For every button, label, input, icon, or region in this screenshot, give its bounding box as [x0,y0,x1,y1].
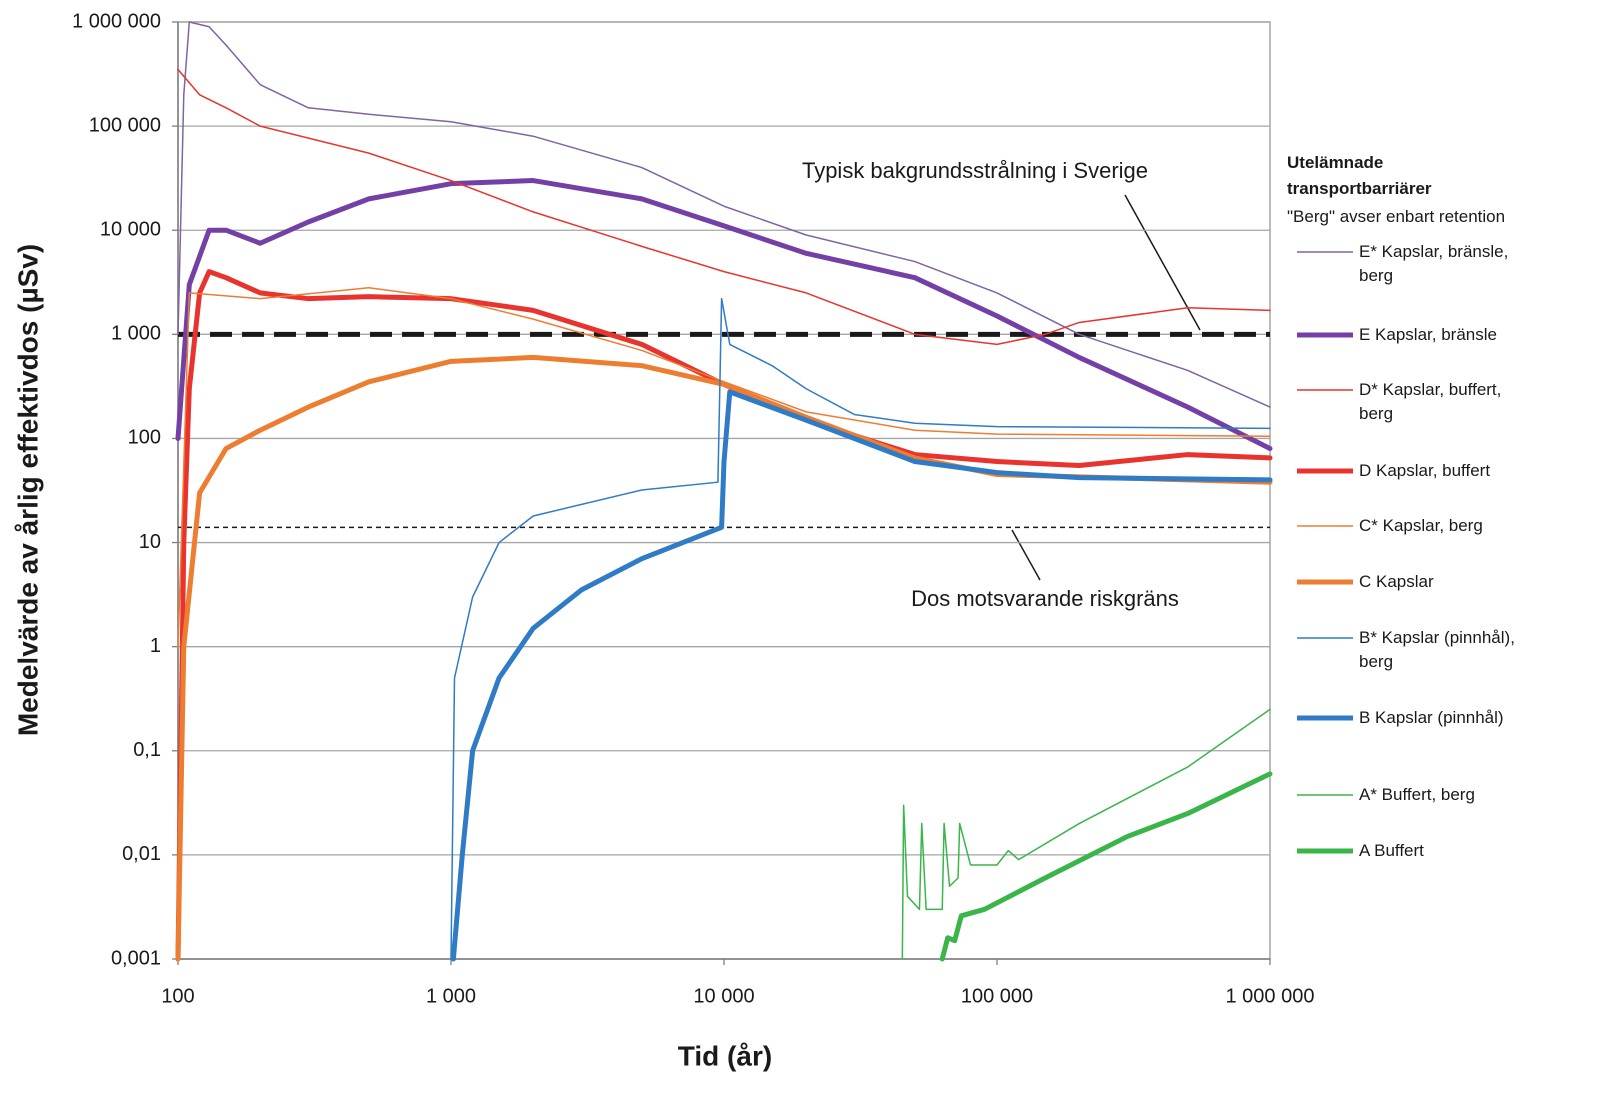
series-line [175,269,1273,962]
series-line [177,68,1271,346]
legend-swatch [1297,389,1353,391]
legend-swatch [1297,525,1353,527]
legend-item: B* Kapslar (pinnhål), berg [1287,626,1515,674]
legend-label: D* Kapslar, buffert, berg [1359,380,1502,423]
legend-item: D* Kapslar, buffert, berg [1287,378,1515,426]
legend-swatch [1297,637,1353,639]
legend-swatch [1297,794,1353,796]
x-tick-label: 100 [161,985,194,1007]
legend-swatch [1297,715,1353,721]
y-tick-label: 100 000 [89,114,161,136]
legend-subtitle: "Berg" avser enbart retention [1287,207,1506,226]
legend-label: B Kapslar (pinnhål) [1359,708,1504,727]
annotation: Dos motsvarande riskgräns [911,586,1179,611]
legend-item: E* Kapslar, bränsle, berg [1287,240,1515,288]
legend-label: B* Kapslar (pinnhål), berg [1359,628,1515,671]
leader-line [1124,194,1201,331]
legend-label: A Buffert [1359,841,1424,860]
legend-swatch [1297,579,1353,585]
legend-item: A* Buffert, berg [1287,783,1515,807]
legend-item: E Kapslar, bränsle [1287,323,1515,347]
legend-label: C Kapslar [1359,572,1434,591]
legend-item: C Kapslar [1287,570,1515,594]
legend-item: D Kapslar, buffert [1287,459,1515,483]
legend-item: A Buffert [1287,839,1515,863]
y-axis-label: Medelvärde av årlig effektivdos (µSv) [12,244,43,736]
y-tick-label: 1 000 000 [72,10,161,32]
legend-label: D Kapslar, buffert [1359,461,1491,480]
series-line [901,708,1271,960]
y-tick-label: 1 000 [111,323,161,345]
legend-label: C* Kapslar, berg [1359,516,1483,535]
x-axis-label: Tid (år) [678,1040,772,1071]
x-tick-label: 1 000 000 [1226,985,1315,1007]
legend-item: C* Kapslar, berg [1287,514,1515,538]
y-tick-label: 10 000 [100,219,161,241]
series-line [175,354,1273,962]
legend-swatch [1297,468,1353,474]
legend-swatch [1297,848,1353,854]
legend-label: E Kapslar, bränsle [1359,325,1497,344]
series-line [175,178,1273,452]
y-tick-label: 10 [139,531,161,553]
legend-title: Utelämnade transportbarriärer [1287,153,1432,198]
series-line [177,21,1271,408]
x-tick-label: 10 000 [693,985,754,1007]
y-tick-label: 0,1 [133,739,161,761]
x-tick-label: 100 000 [961,985,1033,1007]
y-tick-label: 100 [128,427,161,449]
legend-item: B Kapslar (pinnhål) [1287,706,1515,730]
legend: Utelämnade transportbarriärer "Berg" avs… [1287,150,1587,860]
y-tick-label: 1 [150,635,161,657]
legend-swatch [1297,251,1353,253]
annotation: Typisk bakgrundsstrålning i Sverige [802,158,1148,183]
y-tick-label: 0,01 [122,843,161,865]
series-line [939,771,1273,962]
legend-swatch [1297,332,1353,338]
y-tick-label: 0,001 [111,947,161,969]
x-tick-label: 1 000 [426,985,476,1007]
series-line [450,297,1271,960]
legend-label: A* Buffert, berg [1359,785,1475,804]
leader-line [1011,529,1041,581]
series-line [177,287,1271,648]
series-line [450,389,1273,962]
legend-label: E* Kapslar, bränsle, berg [1359,242,1509,285]
